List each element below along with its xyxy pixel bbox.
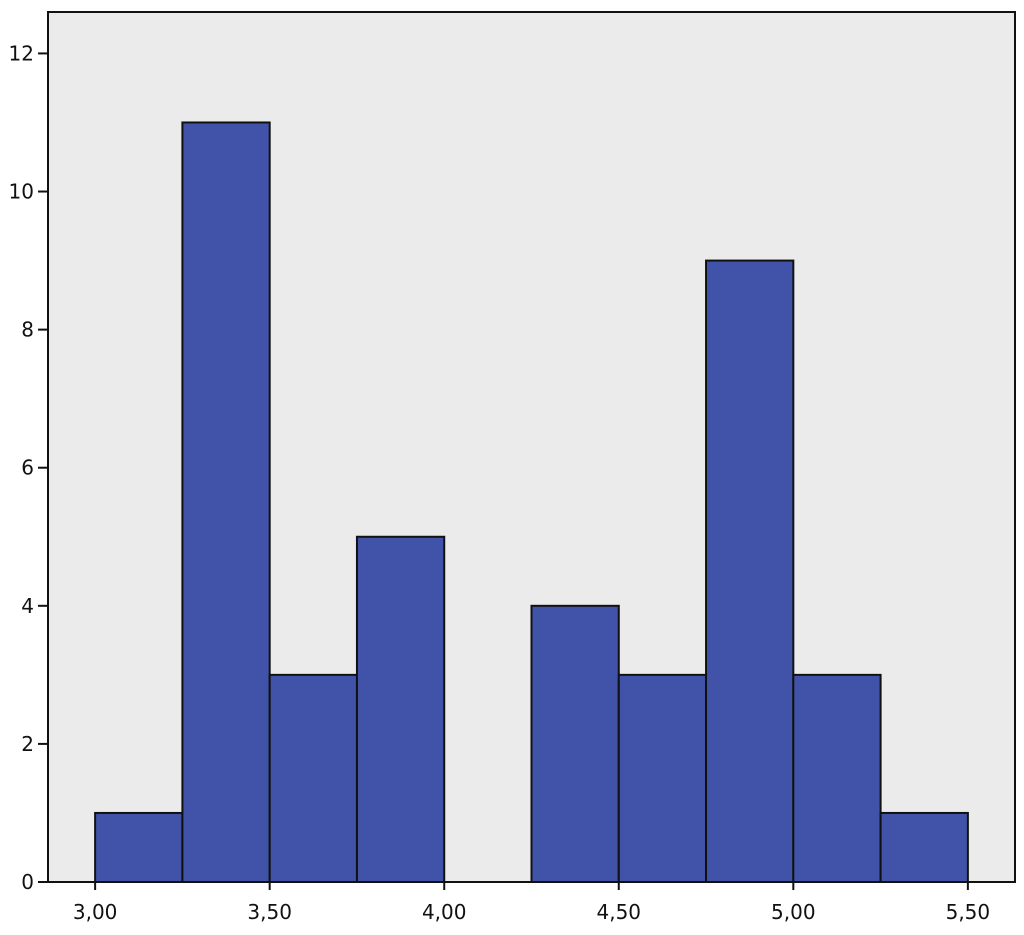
x-tick-label-5: 5,50 [946, 900, 991, 924]
histogram-bar-7 [705, 259, 795, 884]
x-tick-label-0: 3,00 [73, 900, 118, 924]
y-tick-label-2: 4 [21, 594, 34, 618]
histogram-bar-0 [94, 811, 184, 884]
y-tick-label-1: 2 [21, 732, 34, 756]
histogram-bar-9 [879, 811, 969, 884]
x-tick-label-1: 3,50 [247, 900, 292, 924]
x-tick-label-2: 4,00 [422, 900, 467, 924]
histogram-bar-2 [268, 673, 358, 883]
y-tick-label-0: 0 [21, 870, 34, 894]
y-tick-label-6: 12 [9, 41, 34, 65]
histogram-bar-5 [530, 604, 620, 883]
histogram-bar-3 [355, 535, 446, 883]
histogram-bar-8 [792, 673, 882, 883]
x-tick-label-4: 5,00 [771, 900, 816, 924]
x-axis: 3,00 3,50 4,00 4,50 5,00 5,50 [73, 882, 990, 924]
histogram-bar-1 [181, 121, 271, 883]
y-tick-label-3: 6 [21, 456, 34, 480]
bars-group [94, 121, 969, 884]
y-tick-label-5: 10 [9, 180, 34, 204]
histogram-bar-6 [617, 673, 708, 883]
y-axis: 0 2 4 6 8 10 12 [9, 41, 48, 894]
y-tick-label-4: 8 [21, 318, 34, 342]
x-tick-label-3: 4,50 [597, 900, 642, 924]
